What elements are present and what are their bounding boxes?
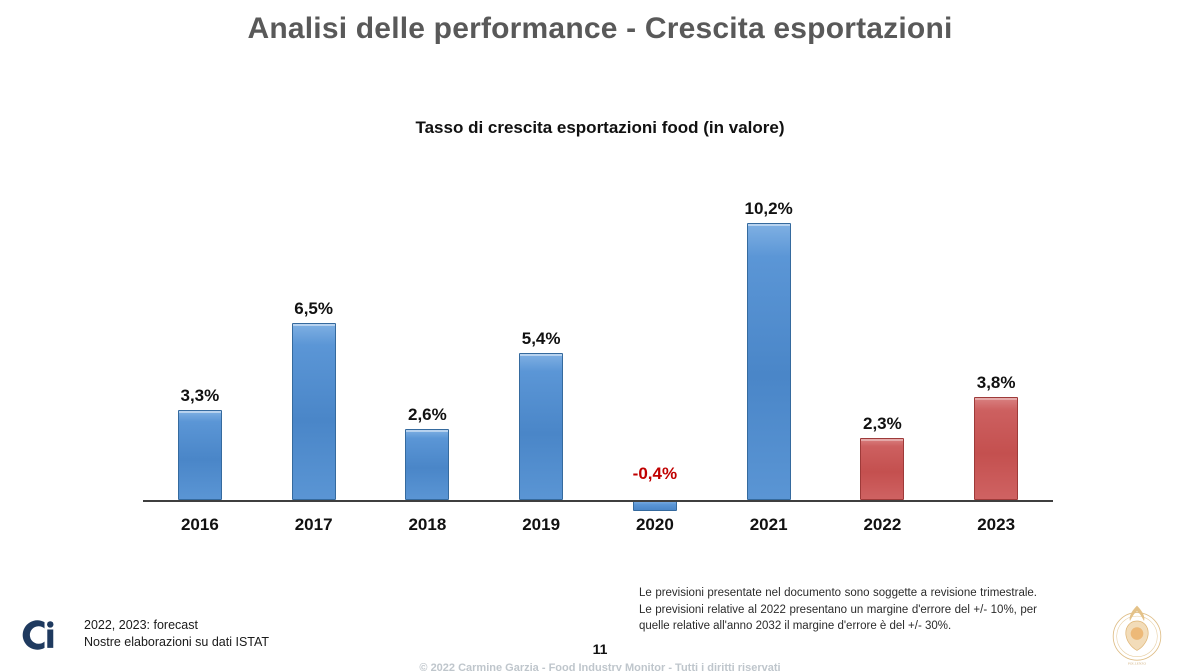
x-tick-2019: 2019	[522, 515, 561, 534]
bar-2016[interactable]	[177, 410, 222, 500]
bar-2023[interactable]	[974, 396, 1019, 500]
bar-value-label-2016: 3,3%	[180, 386, 220, 406]
x-tick-2018: 2018	[408, 515, 447, 534]
chart-container: Tasso di crescita esportazioni food (in …	[100, 110, 1100, 540]
bar-value-label-2022: 2,3%	[863, 413, 902, 433]
bar-group-2023: 3,8%	[939, 185, 1053, 500]
bar-group-2018: 2,6%	[371, 185, 485, 500]
bar-2022[interactable]	[860, 437, 905, 500]
x-axis-tick-labels: 2016 2017 2018 2019 2020 2021 2022 2023	[143, 507, 1053, 547]
bar-group-2016: 3,3%	[143, 185, 257, 500]
ci-logo-icon	[22, 620, 54, 650]
bar-2018[interactable]	[405, 429, 450, 500]
bar-group-2017: 6,5%	[257, 185, 371, 500]
copyright-notice: © 2022 Carmine Garzia - Food Industry Mo…	[419, 662, 781, 671]
bar-group-2021: 10,2%	[712, 185, 826, 500]
bar-value-label-2019: 5,4%	[521, 329, 561, 349]
x-tick-2020: 2020	[635, 515, 674, 534]
footnote-line-2: Nostre elaborazioni su dati ISTAT	[84, 634, 270, 649]
footnote-line-1: 2022, 2023: forecast	[84, 618, 198, 632]
bar-value-label-2021: 10,2%	[744, 199, 793, 218]
bar-value-label-2023: 3,8%	[976, 372, 1016, 392]
bar-group-2022: 2,3%	[826, 185, 940, 500]
page-title: Analisi delle performance - Crescita esp…	[247, 12, 953, 45]
forecast-disclaimer: Le previsioni presentate nel documento s…	[639, 587, 1037, 633]
bar-series: 3,3% 6,5% 2,6% 5,4% -0,4% 10,2% 2,3% 3,8%	[143, 185, 1053, 511]
x-tick-2022: 2022	[863, 515, 902, 534]
x-tick-2016: 2016	[180, 515, 219, 534]
page-number: 11	[592, 641, 608, 657]
x-tick-2017: 2017	[294, 515, 333, 534]
x-axis-line	[143, 500, 1053, 502]
bar-group-2019: 5,4%	[484, 185, 598, 500]
bar-value-label-2017: 6,5%	[294, 299, 333, 319]
chart-plot-area: 3,3% 6,5% 2,6% 5,4% -0,4% 10,2% 2,3% 3,8% 2016 2…	[143, 185, 1053, 540]
university-seal-icon: POLLENZO	[1112, 605, 1162, 665]
chart-title: Tasso di crescita esportazioni food (in …	[415, 118, 785, 137]
x-tick-2021: 2021	[749, 515, 788, 534]
source-footnote: 2022, 2023: forecast Nostre elaborazioni…	[84, 617, 269, 651]
svg-text:POLLENZO: POLLENZO	[1128, 661, 1147, 665]
bar-value-label-2018: 2,6%	[408, 405, 447, 425]
bar-value-label-2020: -0,4%	[632, 464, 678, 483]
bar-group-2020: -0,4%	[598, 185, 712, 511]
bar-2019[interactable]	[519, 353, 564, 500]
x-tick-2023: 2023	[977, 515, 1016, 534]
bar-2021[interactable]	[746, 223, 791, 500]
bar-2017[interactable]	[291, 323, 336, 500]
